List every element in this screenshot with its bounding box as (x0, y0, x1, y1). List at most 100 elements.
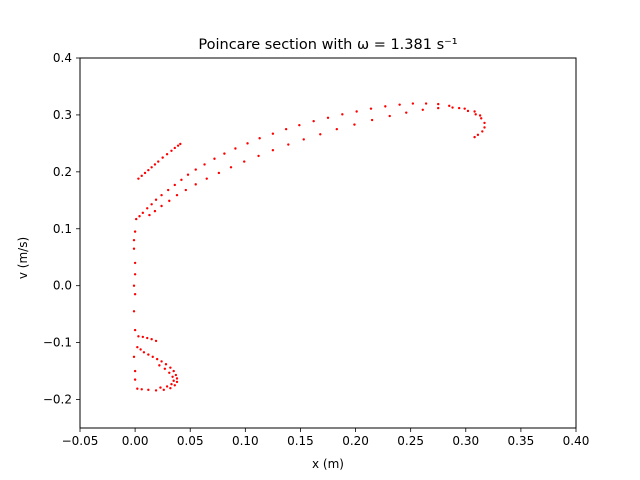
data-point (168, 371, 171, 374)
data-point (169, 366, 172, 369)
data-point (169, 386, 172, 390)
x-tick-label: 0.15 (287, 434, 314, 448)
data-point (168, 199, 171, 203)
data-point (370, 118, 374, 122)
data-point (133, 378, 137, 381)
data-point (466, 109, 470, 113)
data-point (223, 152, 226, 155)
data-point (160, 193, 163, 197)
data-point (133, 293, 137, 296)
data-point (163, 367, 167, 370)
data-point (298, 123, 301, 127)
y-tick-label: 0.2 (53, 165, 72, 179)
data-point (384, 105, 387, 108)
data-point (478, 114, 482, 117)
x-tick-label: 0.20 (342, 434, 369, 448)
data-point (132, 284, 136, 287)
data-point (159, 386, 162, 389)
y-tick-label: 0.0 (53, 279, 72, 293)
data-point (175, 377, 179, 380)
data-points (132, 102, 486, 392)
y-tick-label: 0.1 (53, 222, 72, 236)
data-point (132, 310, 136, 313)
data-point (164, 363, 168, 366)
data-point (165, 385, 169, 388)
data-point (150, 203, 153, 206)
data-point (229, 166, 233, 169)
data-point (405, 111, 408, 114)
data-point (133, 273, 137, 276)
data-point (147, 353, 150, 356)
data-point (243, 160, 246, 163)
x-axis-ticks: −0.05 0.00 0.05 0.10 0.15 0.20 0.25 0.30 0.35 0.4… (62, 428, 590, 448)
data-point (448, 104, 451, 108)
data-point (158, 364, 161, 367)
data-point (155, 357, 159, 361)
data-point (132, 247, 136, 250)
x-tick-label: 0.40 (563, 434, 590, 448)
data-point (476, 133, 480, 137)
data-point (147, 388, 150, 392)
data-point (205, 177, 208, 180)
data-point (135, 217, 138, 221)
y-axis-label: v (m/s) (16, 237, 30, 279)
data-point (437, 106, 440, 110)
data-point (271, 149, 275, 152)
data-point (302, 138, 305, 141)
x-tick-label: −0.05 (62, 434, 99, 448)
data-point (319, 133, 322, 136)
data-point (153, 209, 157, 213)
data-point (451, 106, 454, 109)
data-point (154, 389, 158, 392)
data-point (217, 171, 221, 175)
data-point (369, 107, 373, 110)
data-point (246, 142, 249, 145)
data-point (141, 335, 145, 339)
data-point (175, 380, 179, 384)
data-point (474, 113, 477, 116)
data-point (179, 142, 182, 146)
data-point (184, 188, 188, 192)
data-point (140, 388, 143, 391)
data-point (473, 135, 476, 139)
data-point (140, 174, 143, 178)
data-point (473, 110, 476, 113)
data-point (437, 102, 440, 106)
data-point (258, 137, 261, 140)
data-point (175, 193, 179, 197)
data-point (166, 188, 170, 192)
data-point (165, 153, 169, 156)
data-point (176, 144, 180, 147)
x-tick-label: 0.35 (508, 434, 535, 448)
data-point (150, 166, 153, 169)
data-point (133, 369, 137, 373)
data-point (355, 110, 358, 113)
data-point (481, 130, 484, 133)
data-point (139, 348, 142, 351)
x-axis-label: x (m) (312, 457, 344, 471)
data-point (172, 369, 175, 373)
data-point (173, 183, 176, 187)
data-point (194, 183, 197, 186)
data-point (424, 102, 428, 105)
data-point (136, 387, 139, 390)
data-point (154, 198, 158, 201)
data-point (173, 146, 176, 150)
data-point (170, 382, 173, 386)
data-point (172, 379, 175, 382)
data-point (480, 117, 483, 120)
data-point (174, 373, 178, 377)
data-point (483, 121, 486, 125)
data-point (153, 163, 157, 166)
data-point (335, 127, 339, 131)
axes-frame (79, 57, 577, 429)
data-point (234, 147, 237, 150)
data-point (203, 163, 206, 166)
y-tick-label: 0.4 (53, 51, 72, 65)
data-point (150, 338, 153, 341)
data-point (148, 213, 151, 217)
data-point (353, 123, 356, 126)
data-point (173, 384, 176, 387)
data-point (142, 351, 146, 354)
